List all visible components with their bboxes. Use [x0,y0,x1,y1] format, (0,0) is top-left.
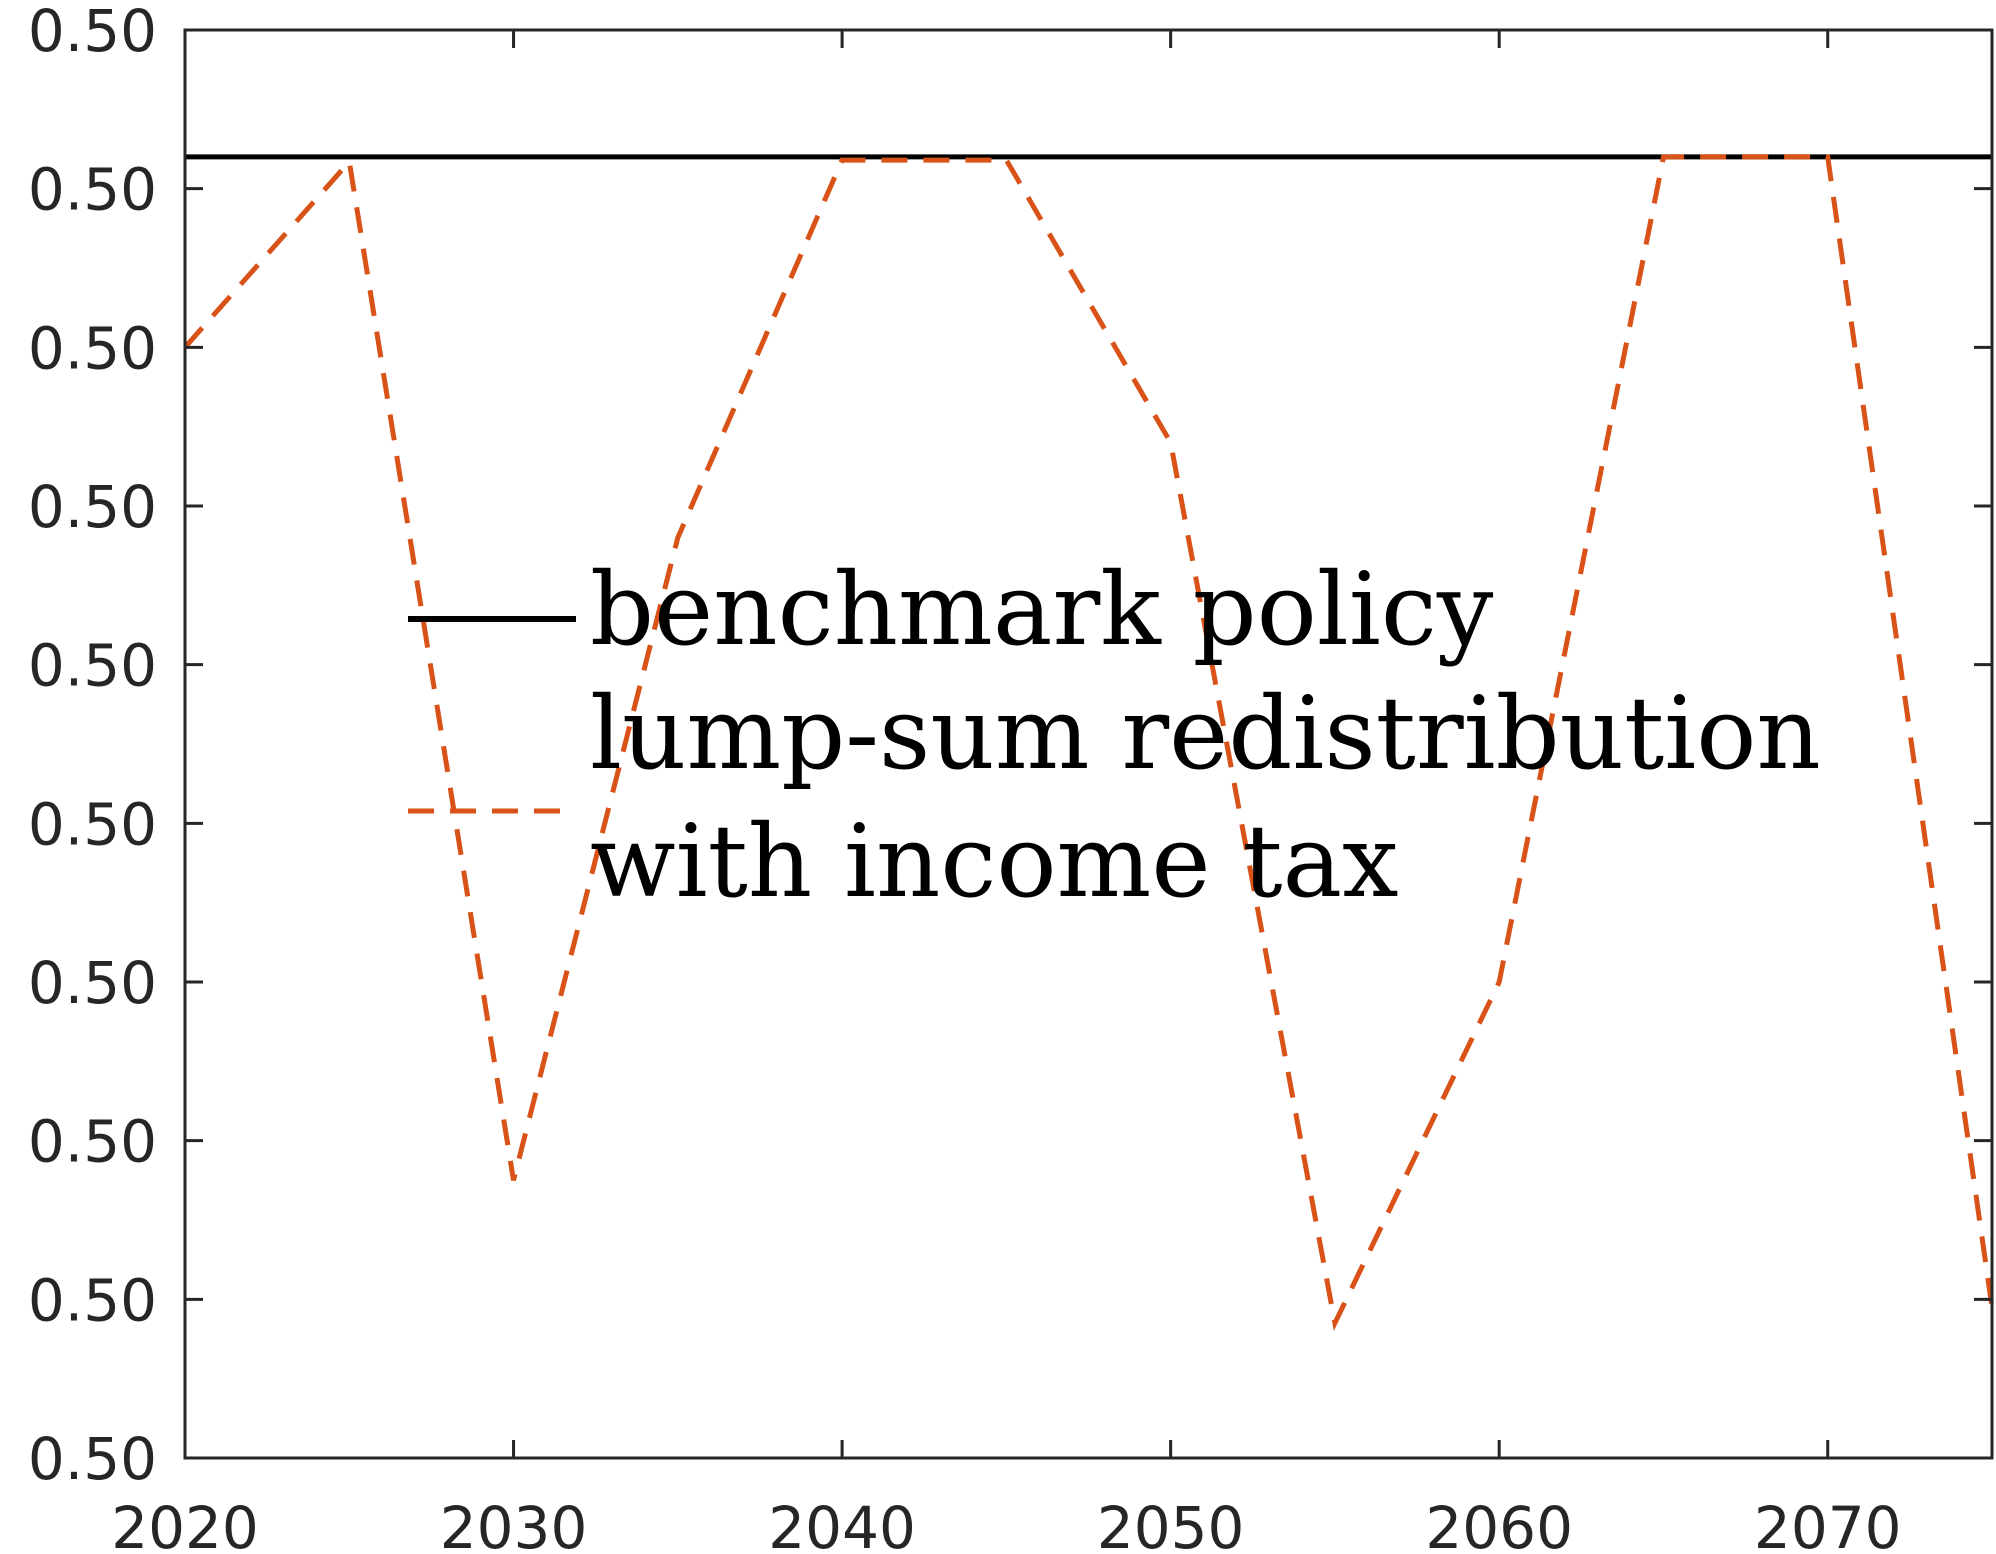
legend-label-with-income-tax: with income tax [590,803,1399,920]
x-tick-label: 2050 [1097,1494,1245,1554]
x-tick-label: 2040 [768,1494,916,1554]
y-tick-label: 0.50 [28,473,157,541]
x-axis-ticks: 2020 2030 2040 2050 2060 2070 [111,30,1902,1554]
plot-background [185,30,1992,1458]
y-tick-label: 0.50 [28,156,157,224]
y-tick-label: 0.50 [28,790,157,858]
x-tick-label: 2020 [111,1494,259,1554]
plot-frame [183,28,1994,1460]
legend-label-lump-sum-redistribution: lump-sum redistribution [590,675,1821,792]
y-tick-label: 0.50 [28,1266,157,1334]
legend-label-benchmark-policy: benchmark policy [590,551,1494,668]
x-tick-label: 2030 [440,1494,588,1554]
legend: benchmark policy lump-sum redistribution… [408,551,1821,920]
series-layer [183,154,1995,1332]
series-line-lump-sum-redistribution [183,154,1995,1332]
y-tick-label: 0.50 [28,1425,157,1493]
y-axis-ticks: 0.50 0.50 0.50 0.50 0.50 0.50 0.50 0.50 0.50 0.50 [28,0,1992,1493]
y-tick-label: 0.50 [28,0,157,65]
y-tick-label: 0.50 [28,314,157,382]
x-tick-label: 2070 [1754,1494,1902,1554]
y-tick-label: 0.50 [28,632,157,700]
y-tick-label: 0.50 [28,1108,157,1176]
y-tick-label: 0.50 [28,949,157,1017]
x-tick-label: 2060 [1425,1494,1573,1554]
